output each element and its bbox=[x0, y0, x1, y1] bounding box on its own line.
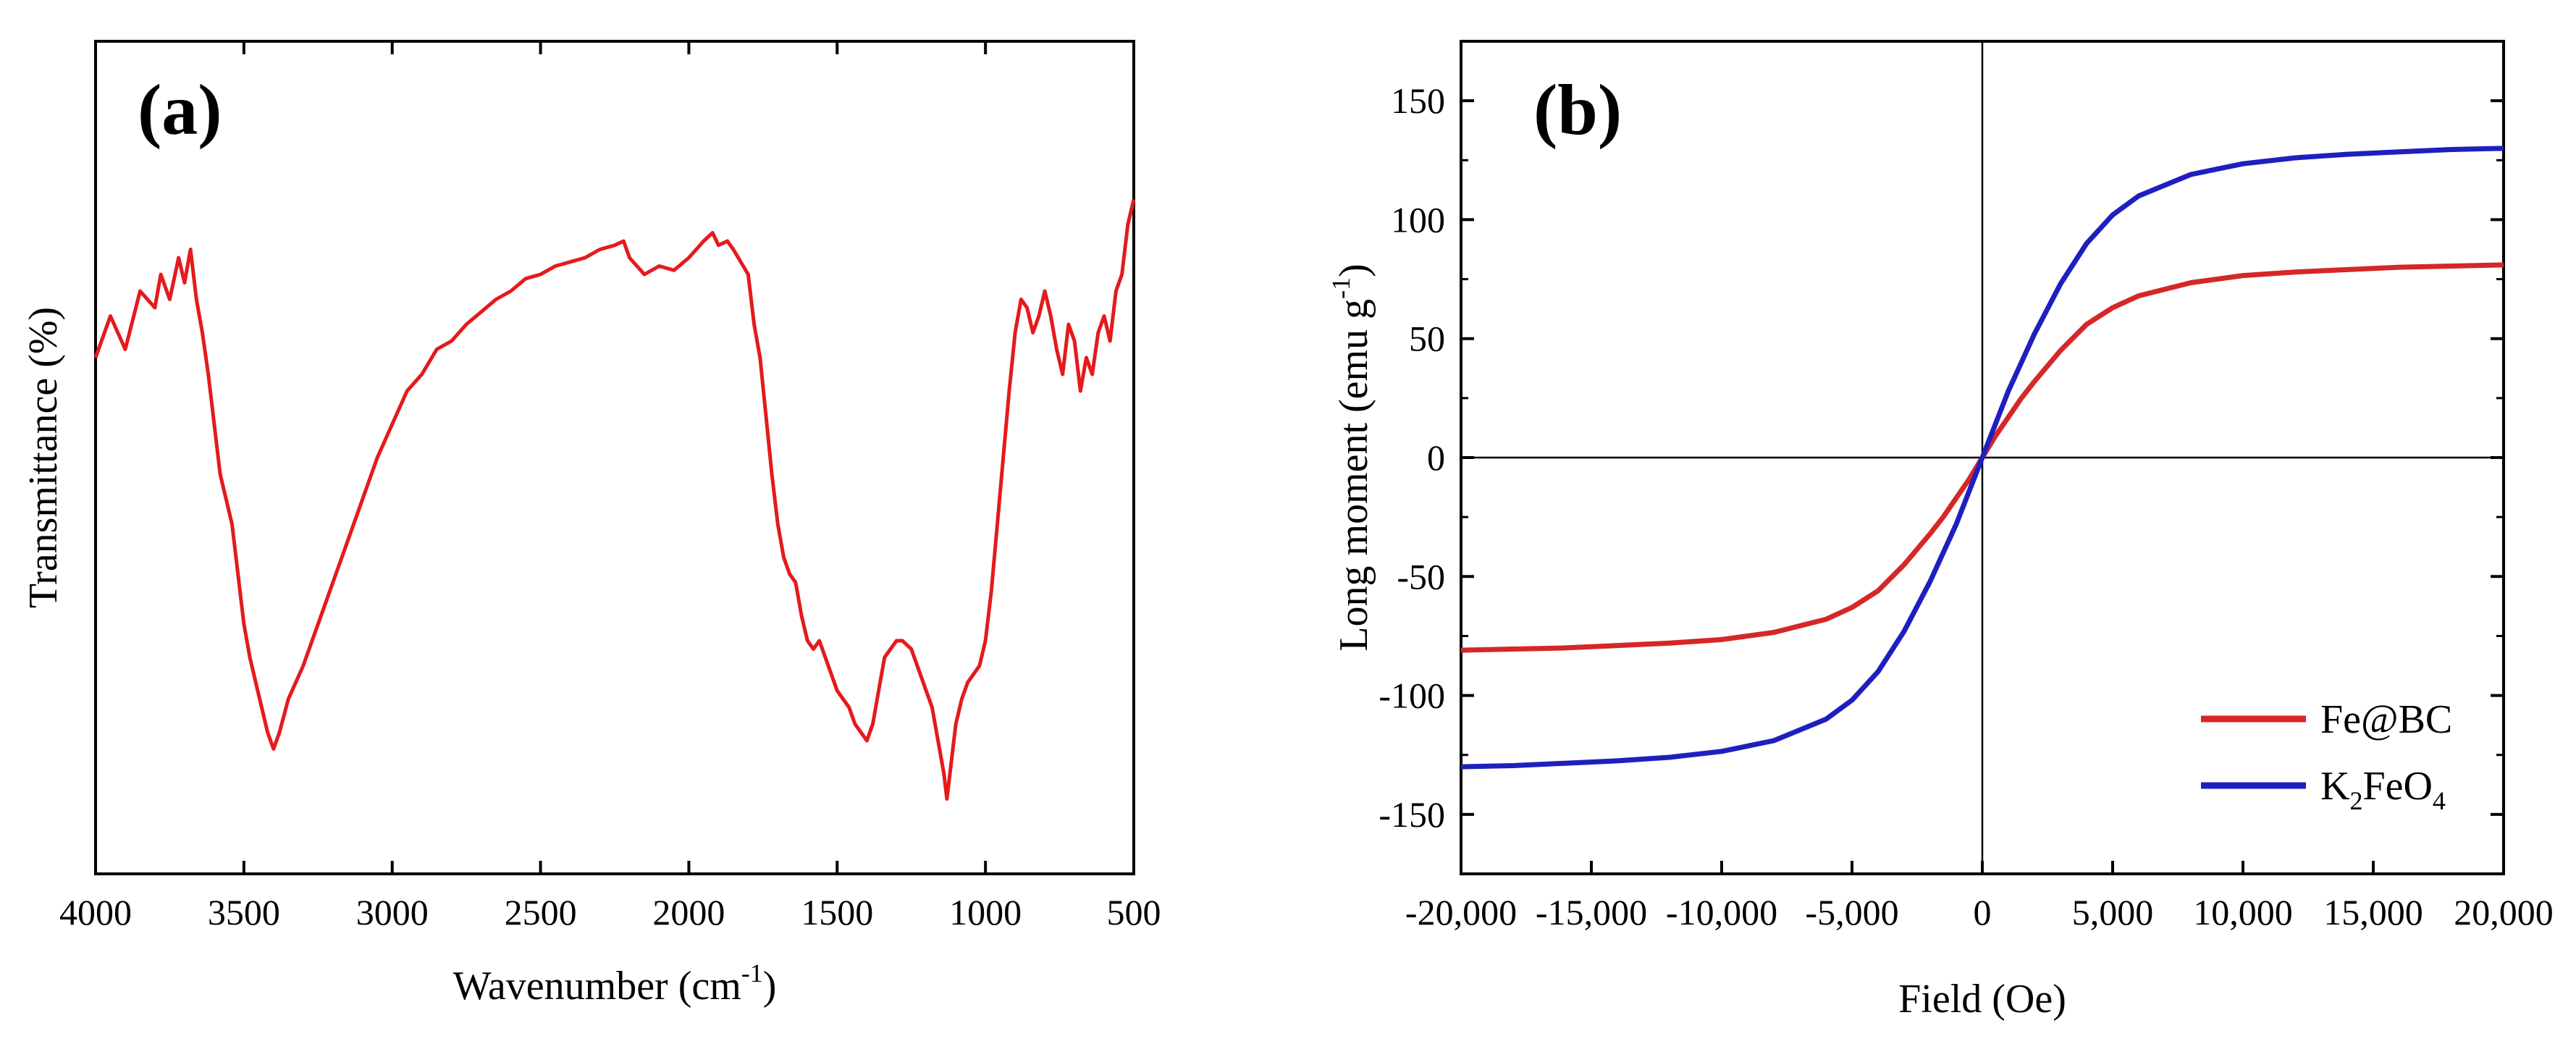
panel-b-x-tick-label: -5,000 bbox=[1805, 892, 1898, 933]
panel-a-x-tick-label: 3500 bbox=[208, 892, 280, 933]
panel-b-y-tick-label: 100 bbox=[1391, 199, 1445, 240]
panel-a-x-tick-label: 4000 bbox=[59, 892, 132, 933]
panel-b-x-tick-label: -10,000 bbox=[1666, 892, 1777, 933]
panel-b-x-tick-label: 0 bbox=[1974, 892, 1992, 933]
panel-a-label: (a) bbox=[138, 70, 222, 150]
panel-a-x-tick-label: 2500 bbox=[505, 892, 577, 933]
legend-label-k2feo4: K2FeO4 bbox=[2320, 764, 2446, 815]
panel-b-y-tick-label: -150 bbox=[1379, 794, 1445, 835]
panel-b-y-tick-label: -100 bbox=[1379, 675, 1445, 716]
panel-b-y-tick-label: 0 bbox=[1427, 437, 1445, 478]
panel-b-x-tick-label: -20,000 bbox=[1405, 892, 1517, 933]
panel-b-x-tick-label: 20,000 bbox=[2454, 892, 2554, 933]
panel-a-x-tick-label: 2000 bbox=[652, 892, 725, 933]
panel-a-x-ticks: 4000 3500 3000 2500 2000 1500 1000 500 bbox=[59, 41, 1161, 933]
panel-a-x-tick-label: 1500 bbox=[801, 892, 873, 933]
panel-a-y-axis-label: Transmittance (%) bbox=[21, 307, 66, 608]
panel-b-plot-area bbox=[1460, 146, 2504, 770]
panel-a-x-tick-label: 500 bbox=[1107, 892, 1161, 933]
panel-b: -20,000 -15,000 -10,000 -5,000 0 5,000 10,000 1… bbox=[1326, 40, 2554, 1022]
panel-a-x-tick-label: 1000 bbox=[949, 892, 1022, 933]
panel-a-plot-area bbox=[93, 198, 1136, 801]
panel-a-frame bbox=[94, 40, 1135, 875]
panel-b-label: (b) bbox=[1533, 70, 1622, 150]
panel-a-series-line bbox=[93, 198, 1136, 801]
panel-b-y-tick-label: 50 bbox=[1409, 319, 1445, 359]
panel-a: 4000 3500 3000 2500 2000 1500 1000 500 (a) Wave… bbox=[21, 40, 1161, 1009]
panel-b-x-tick-label: -15,000 bbox=[1536, 892, 1647, 933]
panel-b-y-axis-label: Long moment (emu g-1) bbox=[1326, 264, 1376, 651]
panel-b-x-tick-label: 10,000 bbox=[2193, 892, 2293, 933]
panel-b-axis-ticks: -20,000 -15,000 -10,000 -5,000 0 5,000 10,000 1… bbox=[1379, 40, 2554, 933]
panel-b-x-tick-label: 5,000 bbox=[2072, 892, 2154, 933]
panel-a-x-tick-label: 3000 bbox=[356, 892, 429, 933]
panel-b-x-axis-label: Field (Oe) bbox=[1898, 977, 2066, 1022]
panel-b-y-tick-label: -50 bbox=[1397, 556, 1445, 597]
panel-b-y-tick-label: 150 bbox=[1391, 80, 1445, 121]
legend-label-fe-bc: Fe@BC bbox=[2320, 697, 2452, 742]
panel-b-legend: Fe@BC K2FeO4 bbox=[2201, 697, 2452, 815]
panel-b-x-tick-label: 15,000 bbox=[2323, 892, 2423, 933]
panel-b-series-k2feo4 bbox=[1460, 146, 2504, 770]
panel-a-x-axis-label: Wavenumber (cm-1) bbox=[453, 959, 777, 1009]
